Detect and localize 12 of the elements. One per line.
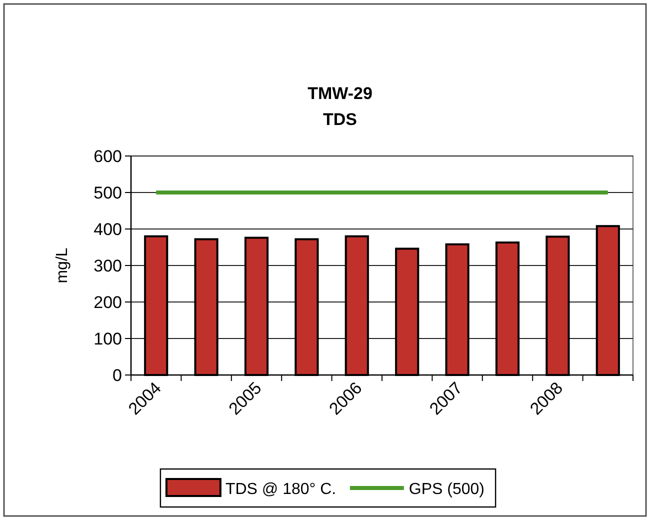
y-tick-label: 0 — [112, 366, 122, 385]
chart-subtitle: TDS — [323, 110, 357, 129]
y-tick-label: 500 — [94, 184, 122, 202]
legend-label: TDS @ 180° C. — [225, 481, 336, 498]
y-tick-label: 100 — [94, 330, 122, 348]
y-axis-title: mg/L — [54, 248, 71, 284]
y-tick-label: 600 — [94, 147, 122, 166]
y-tick-label: 200 — [94, 293, 122, 312]
legend-label: GPS (500) — [408, 481, 485, 498]
chart-title: TMW-29 — [308, 84, 372, 103]
y-tick-label: 400 — [94, 220, 122, 239]
y-tick-label: 300 — [94, 256, 122, 276]
